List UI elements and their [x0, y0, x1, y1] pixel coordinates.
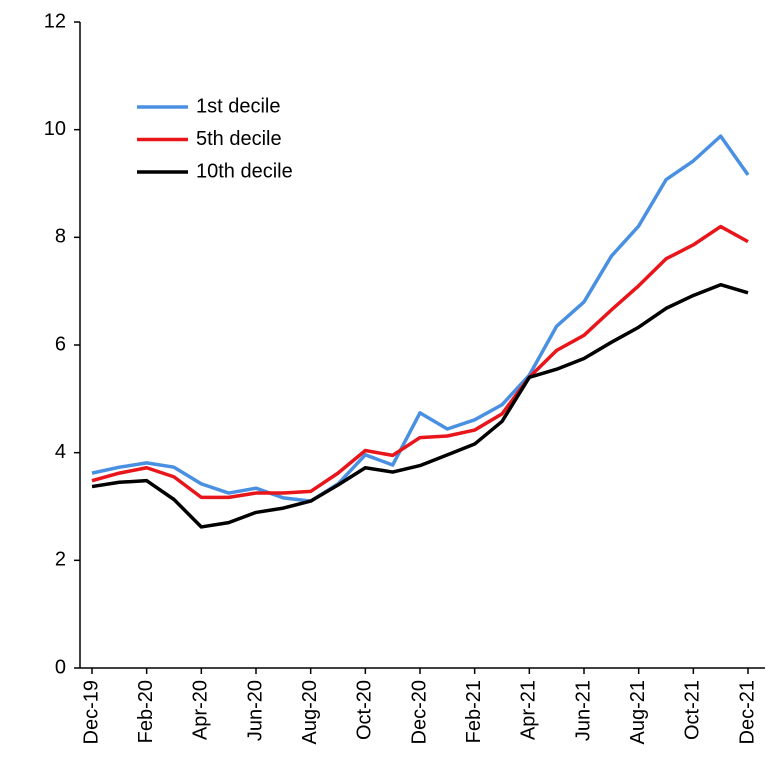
- series-line: [91, 224, 749, 500]
- y-tick-label: 8: [55, 226, 66, 248]
- x-tick-label: Feb-20: [135, 680, 157, 743]
- x-tick-label: Jun-20: [244, 680, 266, 741]
- series-line: [91, 282, 749, 529]
- y-tick-label: 0: [55, 656, 66, 678]
- x-tick-label: Dec-20: [408, 680, 430, 744]
- series-line: [91, 134, 750, 503]
- legend-label: 1st decile: [196, 95, 281, 117]
- x-tick-label: Feb-21: [463, 680, 485, 743]
- x-tick-label: Apr-21: [518, 680, 540, 740]
- y-tick-label: 6: [55, 333, 66, 355]
- x-tick-label: Aug-21: [627, 680, 649, 745]
- legend-label: 5th decile: [196, 128, 282, 150]
- x-tick-label: Oct-20: [354, 680, 376, 740]
- legend-label: 10th decile: [196, 160, 293, 182]
- x-tick-label: Dec-21: [736, 680, 758, 744]
- y-tick-label: 12: [44, 10, 66, 32]
- x-tick-label: Oct-21: [682, 680, 704, 740]
- y-tick-label: 4: [55, 441, 66, 463]
- y-tick-label: 10: [44, 118, 66, 140]
- y-tick-label: 2: [55, 549, 66, 571]
- x-tick-label: Jun-21: [572, 680, 594, 741]
- x-tick-label: Apr-20: [190, 680, 212, 740]
- x-tick-label: Aug-20: [299, 680, 321, 745]
- x-tick-label: Dec-19: [80, 680, 102, 744]
